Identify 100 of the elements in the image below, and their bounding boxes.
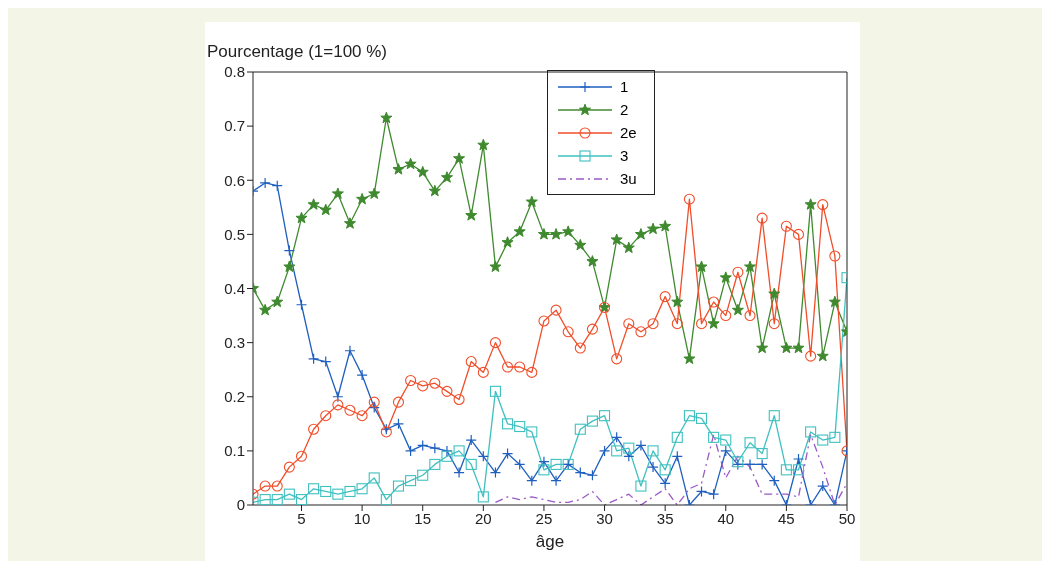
x-tick-label: 30: [596, 509, 613, 527]
point: [623, 442, 635, 454]
point: [683, 352, 696, 365]
point: [647, 445, 659, 457]
point: [319, 203, 332, 216]
point: [271, 180, 283, 192]
point: [320, 355, 332, 368]
point: [683, 193, 695, 205]
point: [659, 464, 671, 476]
point: [805, 426, 817, 438]
x-tick-label: 20: [474, 509, 492, 527]
point: [332, 399, 344, 411]
point: [271, 494, 283, 505]
point: [756, 458, 768, 471]
point: [453, 466, 465, 479]
point: [671, 318, 683, 330]
y-tick-label: 0.5: [224, 225, 245, 243]
point: [332, 391, 344, 403]
point: [647, 461, 659, 473]
point: [514, 361, 526, 373]
point: [489, 466, 502, 479]
x-tick-label: 35: [656, 509, 674, 527]
point: [756, 448, 768, 460]
point: [283, 488, 295, 500]
point: [622, 241, 635, 254]
point: [405, 374, 417, 387]
y-axis-title: Pourcentage (1=100 %): [207, 42, 388, 61]
point: [708, 488, 720, 500]
point: [586, 323, 598, 335]
point: [598, 445, 611, 457]
point: [368, 472, 380, 484]
point: [695, 318, 708, 330]
y-tick-label: 0.7: [224, 117, 245, 135]
point: [489, 337, 501, 349]
point: [816, 349, 829, 362]
point: [623, 318, 635, 330]
point: [368, 401, 380, 414]
y-tick-label: 0.3: [224, 333, 245, 351]
point: [344, 345, 356, 357]
point: [501, 447, 514, 460]
point: [562, 326, 574, 338]
point: [768, 410, 780, 422]
point: [392, 480, 405, 492]
point: [708, 431, 720, 443]
point: [817, 199, 829, 211]
x-axis-title: âge: [535, 532, 565, 551]
point: [380, 494, 392, 505]
point: [768, 318, 780, 330]
y-tick-label: 0: [236, 496, 245, 514]
point: [453, 393, 465, 406]
point: [586, 255, 599, 267]
point: [538, 464, 550, 476]
point: [477, 491, 489, 503]
point: [356, 192, 369, 205]
point: [308, 423, 320, 435]
point: [465, 458, 477, 470]
point: [744, 458, 756, 471]
point: [343, 217, 356, 229]
point: [647, 222, 660, 235]
point: [720, 434, 732, 446]
point: [599, 410, 611, 422]
point: [295, 211, 308, 224]
x-tick-label: 25: [535, 509, 553, 527]
point: [441, 445, 453, 457]
point: [611, 445, 623, 457]
point: [756, 212, 768, 224]
point: [295, 299, 308, 311]
point: [259, 177, 271, 189]
point: [574, 466, 586, 479]
point: [828, 295, 841, 308]
point: [574, 342, 586, 354]
point: [308, 353, 320, 365]
point: [429, 458, 441, 470]
point: [526, 426, 538, 438]
point: [489, 260, 502, 273]
point: [719, 271, 732, 283]
point: [671, 431, 683, 443]
point: [610, 233, 623, 245]
point: [829, 250, 841, 262]
point: [550, 475, 562, 487]
point: [283, 260, 296, 273]
point: [574, 423, 586, 435]
point: [695, 485, 708, 498]
point: [368, 187, 381, 199]
point: [611, 353, 623, 365]
point: [635, 439, 647, 452]
point: [320, 485, 332, 498]
point: [477, 450, 489, 462]
point: [429, 377, 441, 389]
point: [744, 310, 756, 322]
point: [514, 458, 526, 471]
point: [768, 287, 781, 300]
legend-label: 2e: [620, 124, 637, 141]
point: [283, 245, 295, 257]
x-tick-label: 50: [838, 509, 856, 527]
point: [501, 236, 514, 248]
point: [489, 385, 501, 397]
point: [417, 469, 429, 481]
point: [453, 152, 466, 164]
point: [417, 439, 429, 452]
